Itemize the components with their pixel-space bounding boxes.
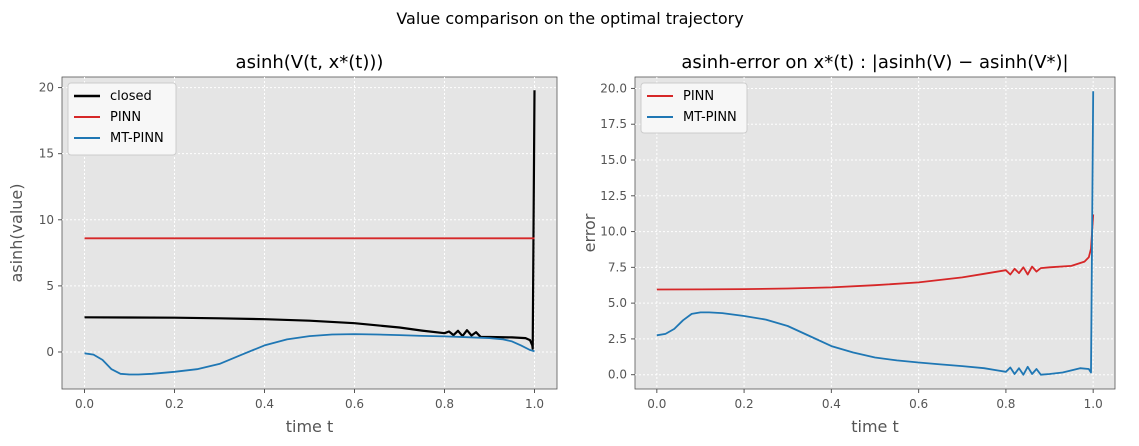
chart1-legend-label: PINN: [683, 89, 714, 104]
chart0-series-line-closed: [84, 90, 536, 350]
chart1-series-line-mt-pinn: [656, 91, 1095, 376]
chart0-series-line-mt-pinn: [84, 333, 535, 376]
chart0-y-tick-label: 0: [46, 345, 54, 359]
chart1-title: asinh-error on x*(t) : |asinh(V) − asinh…: [681, 52, 1068, 73]
chart0-y-tick-label: 15: [39, 147, 54, 161]
chart1-y-tick-label: 15.0: [600, 153, 627, 167]
chart0-x-tick-label: 0.2: [165, 397, 184, 411]
chart1-y-tick-label: 2.5: [608, 332, 627, 346]
chart1-y-tick-label: 17.5: [600, 117, 627, 131]
chart1-x-axis-label: time t: [851, 417, 899, 436]
chart1-x-tick-label: 1.0: [1084, 397, 1103, 411]
chart1-x-tick-label: 0.2: [735, 397, 754, 411]
chart0-y-tick-label: 10: [39, 213, 54, 227]
chart0-x-tick-label: 1.0: [525, 397, 544, 411]
chart0-legend-label: MT-PINN: [110, 131, 164, 146]
chart0-x-axis-label: time t: [286, 417, 334, 436]
chart1-y-axis-label: error: [580, 213, 599, 252]
chart1-y-tick-label: 10.0: [600, 225, 627, 239]
chart0-y-tick-label: 5: [46, 279, 54, 293]
figure-title: Value comparison on the optimal trajecto…: [396, 9, 743, 28]
chart1-x-tick-label: 0.0: [647, 397, 666, 411]
chart1-y-tick-label: 20.0: [600, 81, 627, 95]
chart1-y-tick-label: 12.5: [600, 189, 627, 203]
chart1-y-tick-label: 7.5: [608, 260, 627, 274]
chart1-series-line-pinn: [656, 214, 1095, 291]
left-chart: 0.0 0.2 0.4 0.6 0.8 1.0 0 5 10 15 20 asinh(V(t, x*(…: [7, 52, 558, 436]
chart0-x-tick-label: 0.6: [345, 397, 364, 411]
chart0-title: asinh(V(t, x*(t))): [236, 52, 384, 73]
chart0-x-tick-label: 0.4: [255, 397, 274, 411]
chart0-y-tick-label: 20: [39, 81, 54, 95]
chart1-x-tick-label: 0.8: [996, 397, 1015, 411]
right-chart: 0.0 0.2 0.4 0.6 0.8 1.0 0.0 2.5 5.0 7.5 10.0 12.5 15…: [580, 52, 1116, 436]
chart1-x-tick-label: 0.4: [822, 397, 841, 411]
chart1-legend-label: MT-PINN: [683, 110, 737, 125]
chart0-legend-label: closed: [110, 89, 152, 104]
chart0-x-tick-label: 0.8: [435, 397, 454, 411]
chart0-x-tick-label: 0.0: [75, 397, 94, 411]
chart0-legend-label: PINN: [110, 110, 141, 125]
chart1-x-tick-label: 0.6: [909, 397, 928, 411]
chart0-y-axis-label: asinh(value): [7, 183, 26, 282]
chart1-y-tick-label: 5.0: [608, 296, 627, 310]
chart1-y-tick-label: 0.0: [608, 368, 627, 382]
